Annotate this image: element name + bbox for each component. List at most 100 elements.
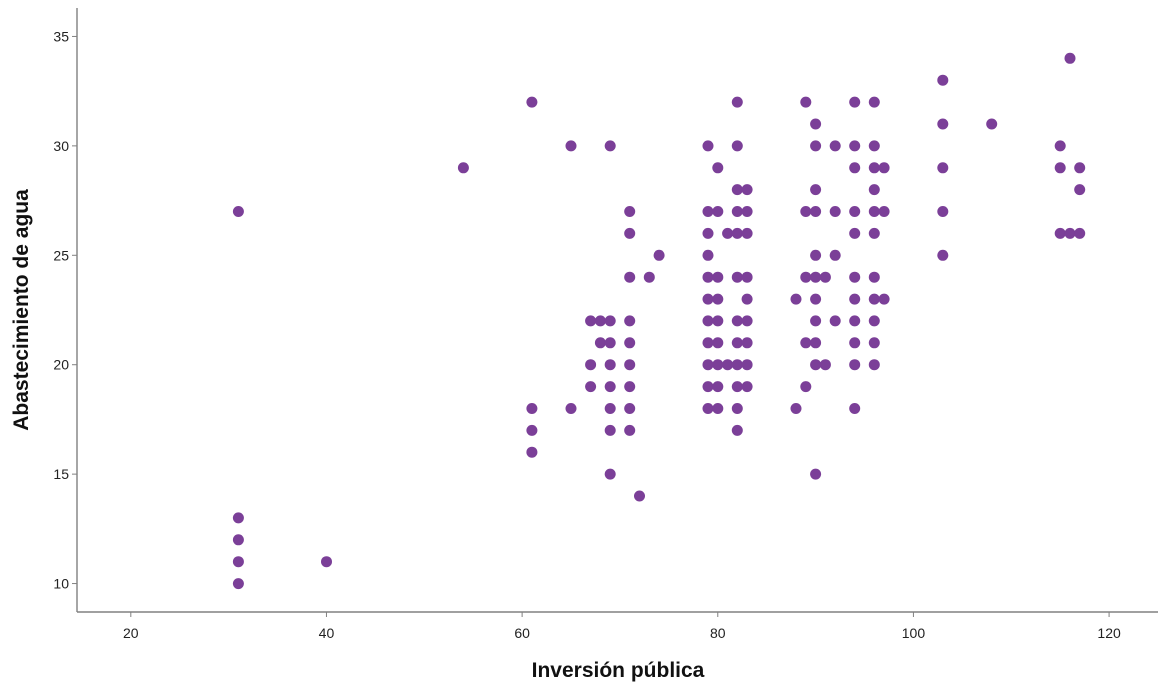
data-point bbox=[819, 271, 831, 283]
data-point bbox=[868, 227, 880, 239]
data-point bbox=[849, 140, 861, 152]
data-point bbox=[604, 468, 616, 480]
data-point bbox=[565, 403, 577, 414]
data-point bbox=[232, 534, 244, 546]
data-point bbox=[810, 315, 822, 327]
data-point bbox=[526, 446, 538, 458]
data-point bbox=[712, 381, 724, 393]
data-point bbox=[741, 206, 753, 217]
data-point bbox=[849, 293, 861, 305]
data-point bbox=[712, 271, 724, 283]
data-point bbox=[712, 403, 724, 414]
data-point bbox=[800, 381, 812, 393]
data-point bbox=[800, 337, 812, 349]
data-point bbox=[712, 359, 724, 371]
data-point bbox=[741, 315, 753, 327]
data-point bbox=[634, 490, 645, 502]
x-axis-title: Inversión pública bbox=[532, 659, 705, 682]
data-point bbox=[702, 359, 714, 371]
data-point bbox=[868, 162, 880, 174]
data-point bbox=[624, 271, 636, 283]
x-tick-label: 80 bbox=[710, 625, 726, 641]
data-point bbox=[731, 359, 743, 371]
data-point bbox=[702, 381, 714, 393]
data-point bbox=[790, 293, 802, 305]
data-point bbox=[849, 206, 861, 217]
data-point bbox=[604, 424, 616, 436]
data-point bbox=[731, 140, 743, 152]
y-tick-label: 10 bbox=[53, 576, 69, 592]
x-tick-label: 20 bbox=[123, 625, 139, 641]
data-point bbox=[731, 96, 743, 108]
data-point bbox=[741, 271, 753, 283]
data-point bbox=[868, 206, 880, 217]
data-point bbox=[810, 206, 822, 217]
data-points bbox=[232, 52, 1086, 590]
data-point bbox=[232, 206, 244, 217]
data-point bbox=[878, 162, 890, 174]
data-point bbox=[1074, 184, 1086, 196]
data-point bbox=[1054, 162, 1066, 174]
x-tick-label: 120 bbox=[1097, 625, 1121, 641]
data-point bbox=[731, 315, 743, 327]
y-axis-ticks: 10 15 20 25 30 35 bbox=[53, 28, 77, 592]
data-point bbox=[810, 184, 822, 196]
data-point bbox=[702, 206, 714, 217]
data-point bbox=[810, 140, 822, 152]
x-axis-ticks: 20 40 60 80 100 120 bbox=[123, 612, 1121, 641]
data-point bbox=[722, 227, 734, 239]
data-point bbox=[1074, 162, 1086, 174]
data-point bbox=[849, 359, 861, 371]
data-point bbox=[810, 359, 822, 371]
data-point bbox=[702, 337, 714, 349]
data-point bbox=[1064, 52, 1076, 64]
data-point bbox=[1064, 227, 1076, 239]
data-point bbox=[790, 403, 802, 414]
data-point bbox=[585, 359, 597, 371]
data-point bbox=[624, 403, 636, 414]
data-point bbox=[829, 140, 841, 152]
data-point bbox=[829, 315, 841, 327]
data-point bbox=[829, 206, 841, 217]
data-point bbox=[731, 206, 743, 217]
data-point bbox=[741, 184, 753, 196]
data-point bbox=[604, 140, 616, 152]
data-point bbox=[594, 315, 606, 327]
data-point bbox=[712, 293, 724, 305]
data-point bbox=[868, 337, 880, 349]
data-point bbox=[868, 140, 880, 152]
data-point bbox=[321, 556, 332, 568]
data-point bbox=[849, 315, 861, 327]
data-point bbox=[849, 403, 861, 414]
data-point bbox=[937, 206, 949, 217]
data-point bbox=[712, 337, 724, 349]
data-point bbox=[868, 359, 880, 371]
data-point bbox=[868, 96, 880, 108]
data-point bbox=[526, 96, 538, 108]
data-point bbox=[624, 381, 636, 393]
data-point bbox=[604, 381, 616, 393]
x-tick-label: 40 bbox=[319, 625, 335, 641]
data-point bbox=[702, 293, 714, 305]
data-point bbox=[565, 140, 577, 152]
data-point bbox=[849, 271, 861, 283]
data-point bbox=[849, 96, 861, 108]
data-point bbox=[643, 271, 655, 283]
data-point bbox=[868, 315, 880, 327]
data-point bbox=[986, 118, 998, 130]
data-point bbox=[702, 271, 714, 283]
data-point bbox=[702, 140, 714, 152]
data-point bbox=[624, 337, 636, 349]
y-axis-title: Abastecimiento de agua bbox=[10, 189, 33, 431]
data-point bbox=[937, 118, 949, 130]
data-point bbox=[731, 184, 743, 196]
data-point bbox=[741, 381, 753, 393]
data-point bbox=[741, 359, 753, 371]
data-point bbox=[868, 271, 880, 283]
y-tick-label: 25 bbox=[53, 247, 69, 263]
data-point bbox=[1054, 140, 1066, 152]
y-tick-label: 15 bbox=[53, 466, 69, 482]
data-point bbox=[731, 337, 743, 349]
data-point bbox=[702, 227, 714, 239]
